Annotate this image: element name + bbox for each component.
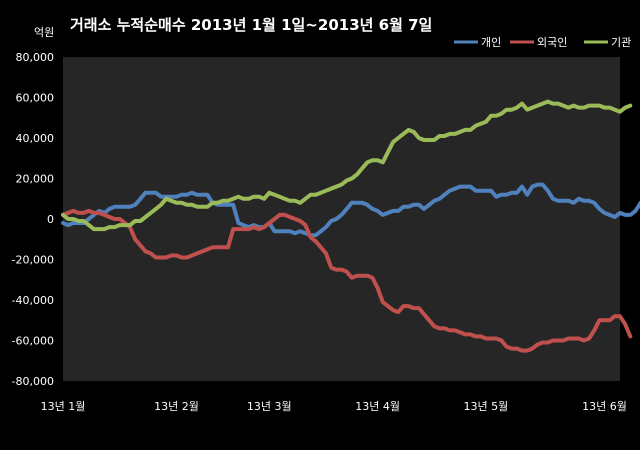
legend-label: 기관 xyxy=(611,36,631,49)
chart-title: 거래소 누적순매수 2013년 1월 1일~2013년 6월 7일 xyxy=(70,16,432,34)
y-tick-label: -60,000 xyxy=(12,335,54,348)
series-line xyxy=(61,99,633,232)
series-line xyxy=(61,182,640,238)
series-lines xyxy=(61,99,640,353)
legend-label: 개인 xyxy=(481,36,501,49)
x-tick-label: 13년 4월 xyxy=(355,400,400,413)
x-tick-label: 13년 5월 xyxy=(464,400,509,413)
y-tick-label: -20,000 xyxy=(12,254,54,267)
x-tick-label: 13년 1월 xyxy=(41,400,86,413)
y-tick-label: 0 xyxy=(47,213,54,226)
y-tick-label: -80,000 xyxy=(12,375,54,388)
y-tick-label: 80,000 xyxy=(16,51,55,64)
y-axis: 80,000 60,000 40,000 20,000 0 -20,000 -40,000 -… xyxy=(12,51,54,388)
x-tick-label: 13년 2월 xyxy=(154,400,199,413)
legend-label: 외국인 xyxy=(537,36,567,49)
series-line xyxy=(61,208,633,353)
y-tick-label: 20,000 xyxy=(16,173,55,186)
x-tick-label: 13년 6월 xyxy=(582,400,627,413)
y-unit-label: 억원 xyxy=(34,26,54,39)
legend: 개인 외국인 기관 xyxy=(454,36,631,49)
y-tick-label: -40,000 xyxy=(12,294,54,307)
x-tick-label: 13년 3월 xyxy=(247,400,292,413)
y-tick-label: 40,000 xyxy=(16,132,55,145)
x-axis: 13년 1월 13년 2월 13년 3월 13년 4월 13년 5월 13년 6월 xyxy=(41,400,627,413)
y-tick-label: 60,000 xyxy=(16,92,55,105)
